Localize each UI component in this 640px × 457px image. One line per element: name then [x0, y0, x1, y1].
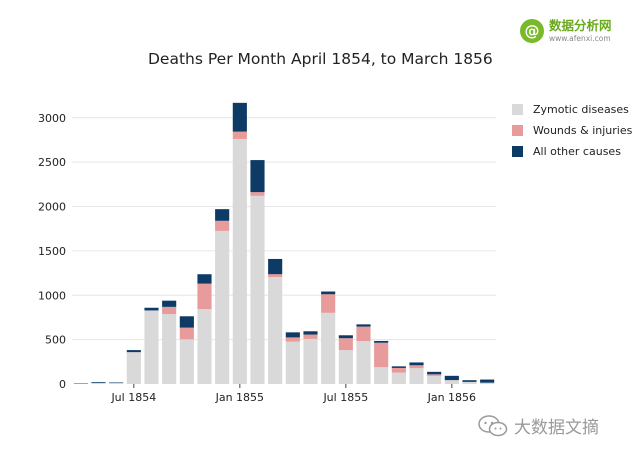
bar-segment-other — [444, 375, 459, 381]
bar-segment-other — [338, 335, 353, 339]
bar-segment-other — [126, 350, 141, 353]
bar-segment-wounds — [303, 334, 318, 339]
bar-segment-other — [268, 258, 283, 275]
bar-segment-other — [480, 379, 495, 383]
bar-segment-zymotic — [109, 383, 124, 384]
bar-segment-wounds — [162, 306, 177, 315]
bar-segment-zymotic — [391, 372, 406, 384]
bar-segment-zymotic — [480, 382, 495, 384]
legend-label: All other causes — [533, 145, 621, 158]
bar-segment-other — [303, 331, 318, 335]
bar-segment-other — [232, 102, 247, 132]
legend-label: Wounds & injuries — [533, 124, 633, 137]
bar-segment-zymotic — [179, 339, 194, 384]
y-tick-label: 3000 — [38, 112, 66, 125]
wechat-icon — [478, 414, 508, 436]
bar-segment-other — [409, 362, 424, 366]
bar-segment-other — [197, 274, 212, 284]
x-tick-label: Jan 1856 — [427, 391, 476, 404]
bar-segment-zymotic — [91, 382, 106, 384]
bar-segment-zymotic — [356, 341, 371, 384]
bar-segment-zymotic — [232, 138, 247, 384]
bar-segment-wounds — [268, 274, 283, 278]
y-tick-label: 1500 — [38, 245, 66, 258]
watermark: 大数据文摘 — [478, 413, 599, 438]
bar-segment-zymotic — [409, 368, 424, 384]
bar-segment-wounds — [197, 283, 212, 310]
x-tick-label: Jul 1855 — [322, 391, 368, 404]
chart-legend: Zymotic diseases Wounds & injuries All oth… — [512, 99, 640, 162]
logo-site-name: 数据分析网 — [549, 18, 612, 33]
bar-segment-wounds — [215, 220, 230, 231]
bar-segment-wounds — [427, 374, 442, 376]
bar-segment-zymotic — [268, 277, 283, 384]
bar-segment-wounds — [356, 326, 371, 342]
bar-segment-zymotic — [215, 230, 230, 384]
chart-title: Deaths Per Month April 1854, to March 18… — [148, 50, 493, 68]
bar-segment-wounds — [338, 338, 353, 351]
legend-swatch — [512, 146, 523, 157]
legend-item: Zymotic diseases — [512, 99, 640, 120]
bar-segment-other — [321, 291, 336, 295]
bar-segment-wounds — [232, 131, 247, 139]
bar-segment-zymotic — [285, 341, 300, 384]
watermark-text: 大数据文摘 — [514, 418, 599, 438]
bar-segment-other — [179, 316, 194, 328]
legend-swatch — [512, 125, 523, 136]
logo-badge-icon: @ — [520, 19, 544, 43]
bar-segment-zymotic — [197, 309, 212, 384]
y-tick-label: 1000 — [38, 289, 66, 302]
bar-segment-zymotic — [126, 352, 141, 384]
bar-segment-wounds — [285, 337, 300, 342]
y-tick-label: 2500 — [38, 156, 66, 169]
bar-segment-wounds — [250, 192, 265, 196]
bar-segment-zymotic — [462, 381, 477, 384]
bar-segment-other — [391, 366, 406, 368]
bar-segment-wounds — [391, 367, 406, 373]
bar-segment-other — [162, 300, 177, 307]
legend-item: All other causes — [512, 141, 640, 162]
bar-segment-zymotic — [144, 310, 159, 384]
bar-segment-other — [144, 307, 159, 311]
legend-item: Wounds & injuries — [512, 120, 640, 141]
legend-swatch — [512, 104, 523, 115]
bar-segment-other — [215, 209, 230, 221]
bar-segment-zymotic — [162, 314, 177, 384]
bar-segment-other — [285, 332, 300, 338]
bar-segment-other — [91, 382, 106, 383]
bar-segment-wounds — [179, 327, 194, 340]
bar-segment-other — [250, 160, 265, 193]
bar-segment-zymotic — [338, 350, 353, 384]
site-logo: @ 数据分析网 www.afenxi.com — [520, 19, 612, 43]
logo-site-url: www.afenxi.com — [549, 33, 611, 43]
bar-segment-other — [462, 380, 477, 382]
bar-segment-wounds — [409, 365, 424, 369]
y-tick-label: 2000 — [38, 201, 66, 214]
bar-segment-wounds — [321, 294, 336, 313]
bar-segment-zymotic — [374, 367, 389, 384]
legend-label: Zymotic diseases — [533, 103, 629, 116]
x-tick-label: Jan 1855 — [215, 391, 264, 404]
y-tick-label: 500 — [45, 334, 66, 347]
x-tick-label: Jul 1854 — [110, 391, 156, 404]
bar-segment-other — [374, 340, 389, 343]
bar-segment-other — [109, 382, 124, 384]
bar-segment-zymotic — [427, 375, 442, 384]
bar-segment-other — [356, 324, 371, 327]
bar-segment-zymotic — [303, 338, 318, 384]
bar-segment-zymotic — [250, 195, 265, 384]
y-tick-label: 0 — [59, 378, 66, 391]
bar-segment-zymotic — [444, 380, 459, 384]
bar-segment-wounds — [374, 342, 389, 368]
bar-segment-zymotic — [321, 312, 336, 384]
bar-segment-other — [427, 371, 442, 375]
